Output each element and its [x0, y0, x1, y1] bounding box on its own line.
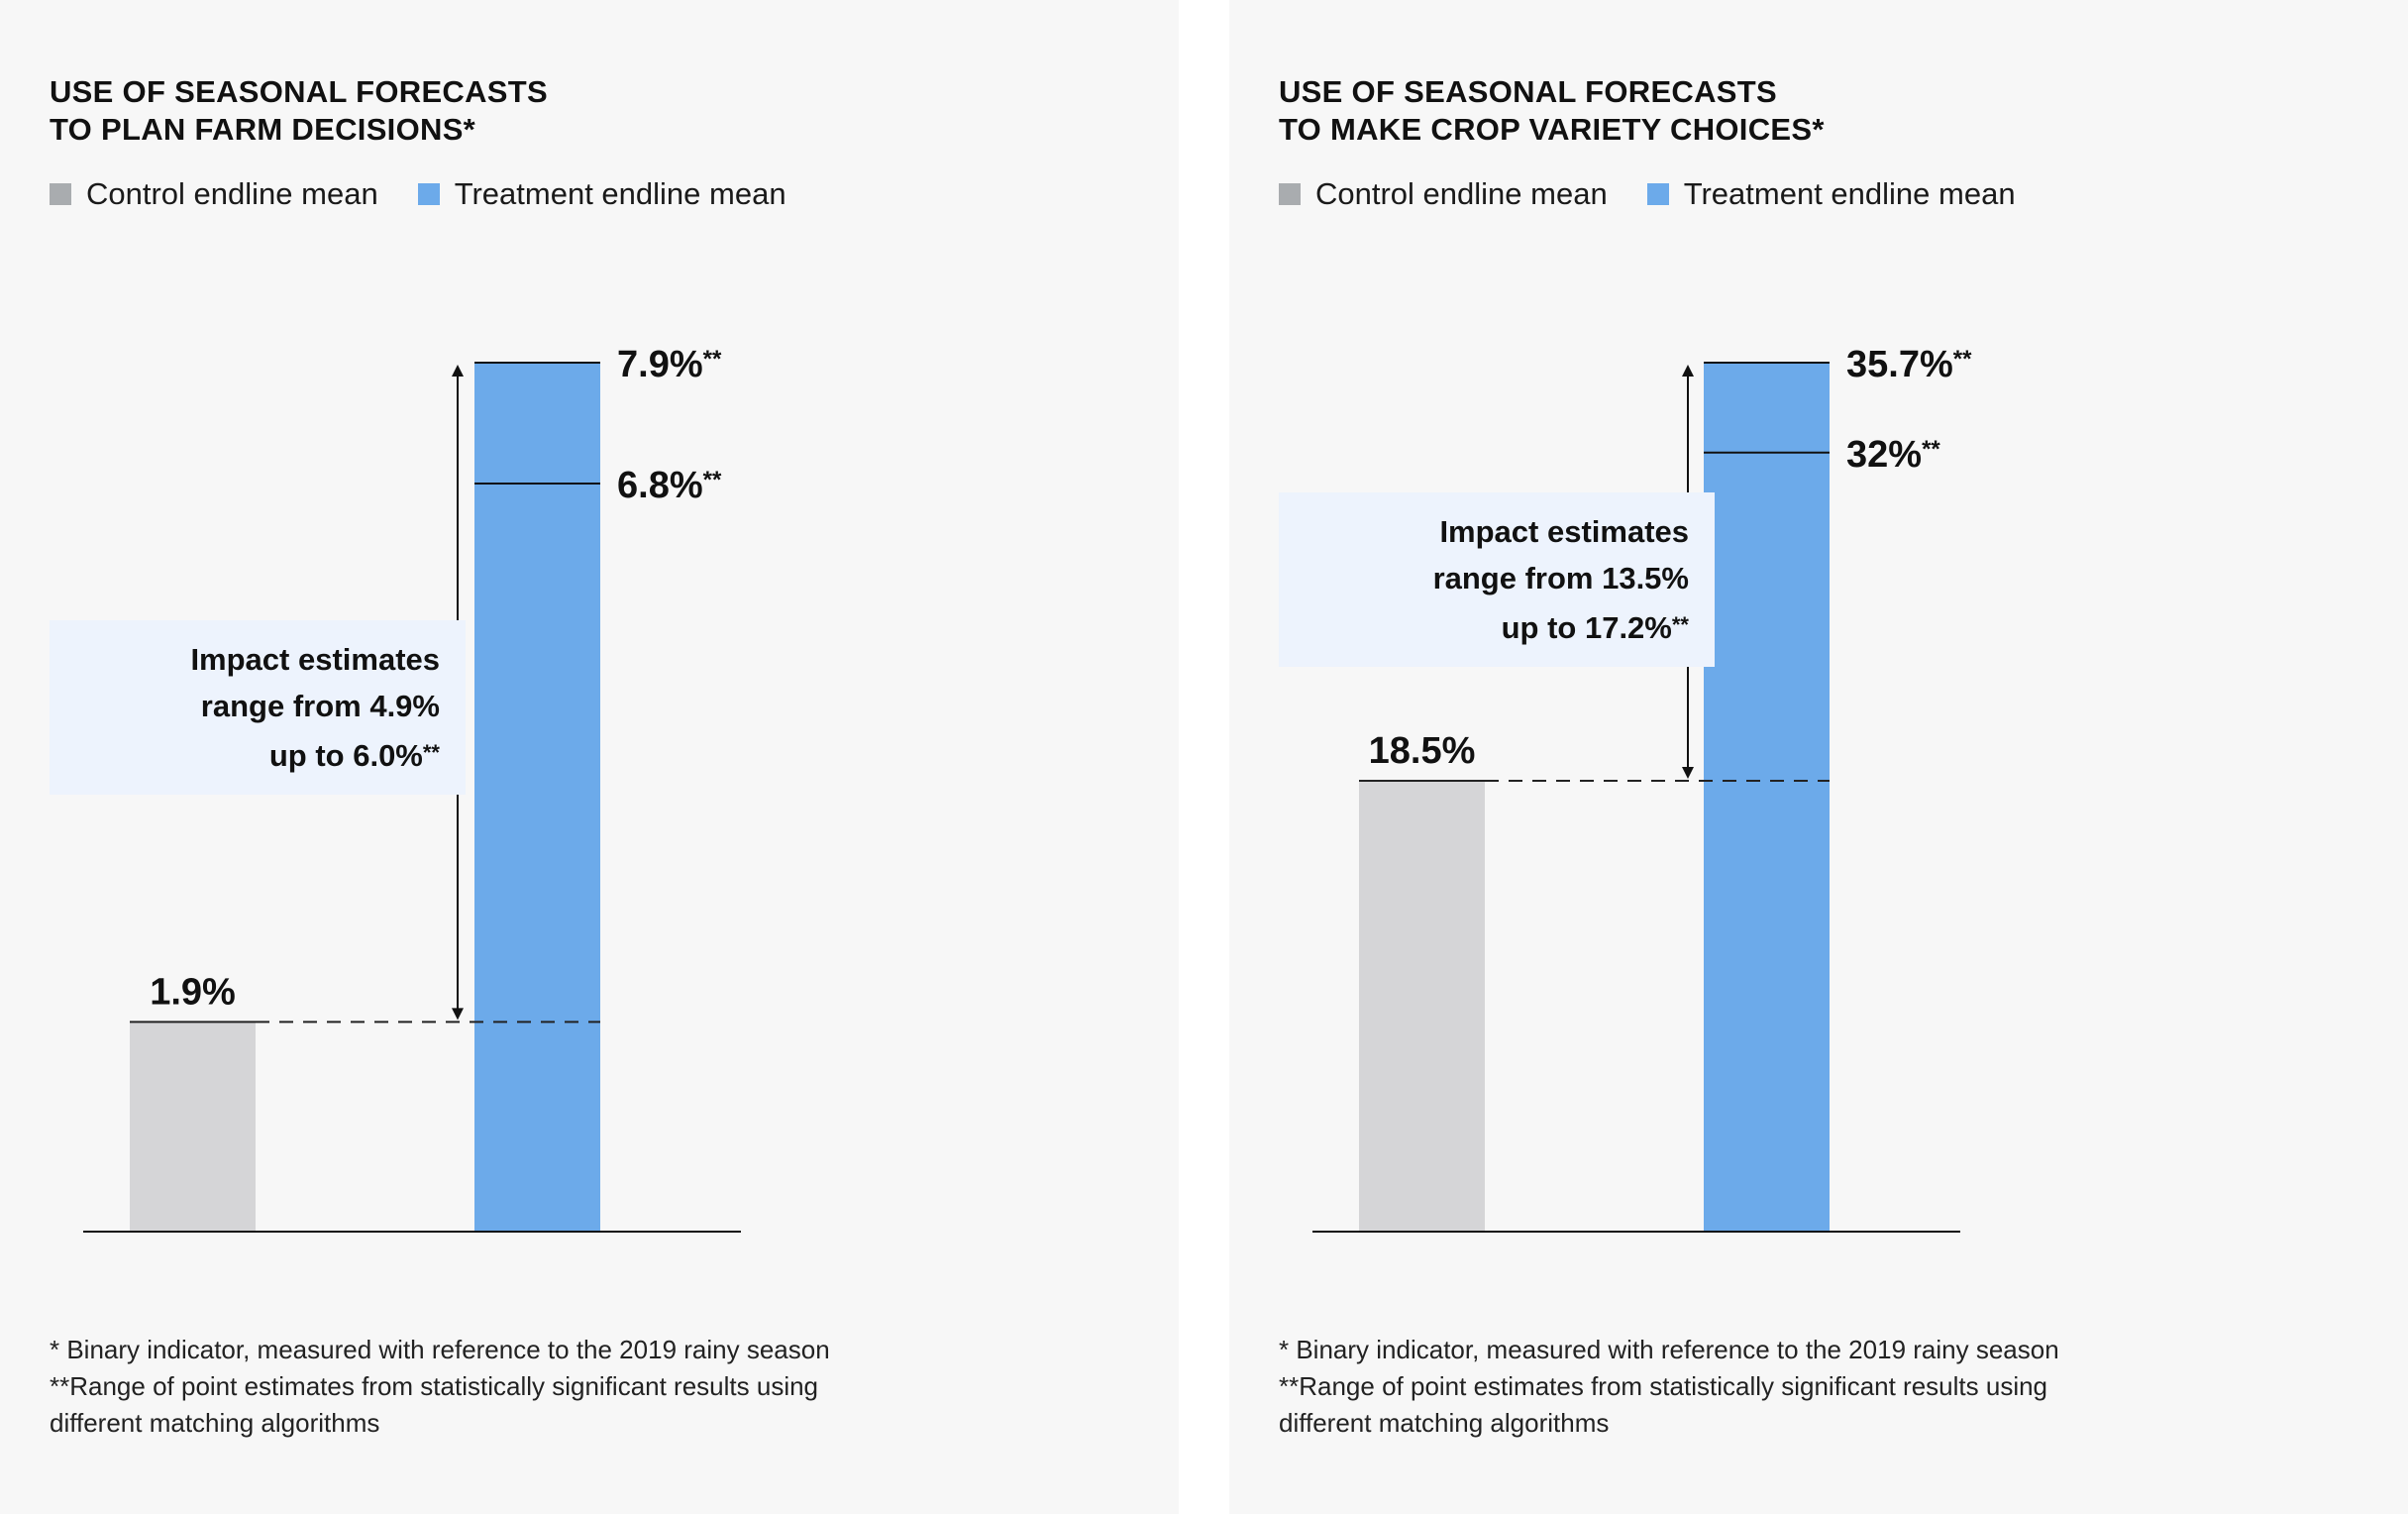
treatment-bar — [474, 363, 600, 1231]
legend-label-treatment: Treatment endline mean — [454, 176, 786, 211]
footnote-range-line1: **Range of point estimates from statisti… — [1279, 1371, 2048, 1401]
footnotes: * Binary indicator, measured with refere… — [50, 1332, 830, 1442]
note-line3: up to 6.0% — [268, 738, 423, 773]
control-bar — [130, 1022, 256, 1231]
chart-panel-crop-variety: USE OF SEASONAL FORECASTS TO MAKE CROP V… — [1229, 0, 2408, 1514]
legend-item-treatment: Treatment endline mean — [417, 176, 786, 212]
chart-panel-farm-decisions: USE OF SEASONAL FORECASTS TO PLAN FARM D… — [0, 0, 1179, 1514]
legend-swatch-treatment — [417, 183, 440, 205]
note-line2: range from 13.5% — [1432, 561, 1689, 595]
control-bar — [1359, 781, 1485, 1231]
bar-chart-plot: 1.9% 7.9%** 6.8%** — [83, 344, 741, 1233]
footnote-range-line2: different matching algorithms — [1279, 1408, 1610, 1438]
legend-item-control: Control endline mean — [1279, 176, 1608, 212]
chart-title-line2: TO MAKE CROP VARIETY CHOICES* — [1279, 112, 1825, 147]
legend-swatch-control — [50, 183, 71, 205]
control-value-label: 18.5% — [1369, 730, 1476, 772]
chart-title-line2: TO PLAN FARM DECISIONS* — [50, 112, 476, 147]
note-line1: Impact estimates — [1439, 514, 1689, 549]
note-stars: ** — [1671, 612, 1689, 637]
note-line1: Impact estimates — [190, 642, 440, 677]
legend-label-control: Control endline mean — [86, 176, 378, 211]
footnote-binary-indicator: * Binary indicator, measured with refere… — [50, 1335, 830, 1364]
legend-item-treatment: Treatment endline mean — [1646, 176, 2016, 212]
chart-title: USE OF SEASONAL FORECASTS TO MAKE CROP V… — [1279, 73, 1825, 149]
impact-arrow-head-up — [1682, 365, 1694, 377]
chart-title-line1: USE OF SEASONAL FORECASTS — [1279, 74, 1777, 109]
chart-title-line1: USE OF SEASONAL FORECASTS — [50, 74, 548, 109]
impact-arrow-head-down — [452, 1008, 464, 1021]
impact-arrow-head-up — [452, 365, 464, 377]
chart-title: USE OF SEASONAL FORECASTS TO PLAN FARM D… — [50, 73, 548, 149]
impact-estimate-note: Impact estimates range from 13.5% up to … — [1279, 492, 1715, 667]
treatment-estimate-label: 7.9%** — [617, 344, 722, 385]
legend-label-treatment: Treatment endline mean — [1683, 176, 2016, 211]
bar-chart-plot: 18.5% 35.7%** 32%** — [1312, 344, 1972, 1233]
impact-estimate-note: Impact estimates range from 4.9% up to 6… — [50, 620, 466, 795]
legend-label-control: Control endline mean — [1315, 176, 1608, 211]
chart-legend: Control endline mean Treatment endline m… — [50, 174, 826, 214]
note-stars: ** — [422, 740, 440, 765]
note-line2: range from 4.9% — [200, 689, 440, 723]
footnotes: * Binary indicator, measured with refere… — [1279, 1332, 2059, 1442]
legend-swatch-treatment — [1646, 183, 1669, 205]
control-value-label: 1.9% — [150, 971, 236, 1013]
treatment-estimate-label: 35.7%** — [1846, 344, 1972, 385]
legend-item-control: Control endline mean — [50, 176, 378, 212]
chart-legend: Control endline mean Treatment endline m… — [1279, 174, 2055, 214]
footnote-binary-indicator: * Binary indicator, measured with refere… — [1279, 1335, 2059, 1364]
legend-swatch-control — [1279, 183, 1301, 205]
note-line3: up to 17.2% — [1501, 610, 1672, 645]
impact-arrow-head-down — [1682, 767, 1694, 780]
treatment-estimate-label: 6.8%** — [617, 465, 722, 506]
treatment-bar — [1704, 363, 1830, 1231]
treatment-estimate-label: 32%** — [1846, 434, 1940, 476]
footnote-range-line1: **Range of point estimates from statisti… — [50, 1371, 819, 1401]
footnote-range-line2: different matching algorithms — [50, 1408, 380, 1438]
